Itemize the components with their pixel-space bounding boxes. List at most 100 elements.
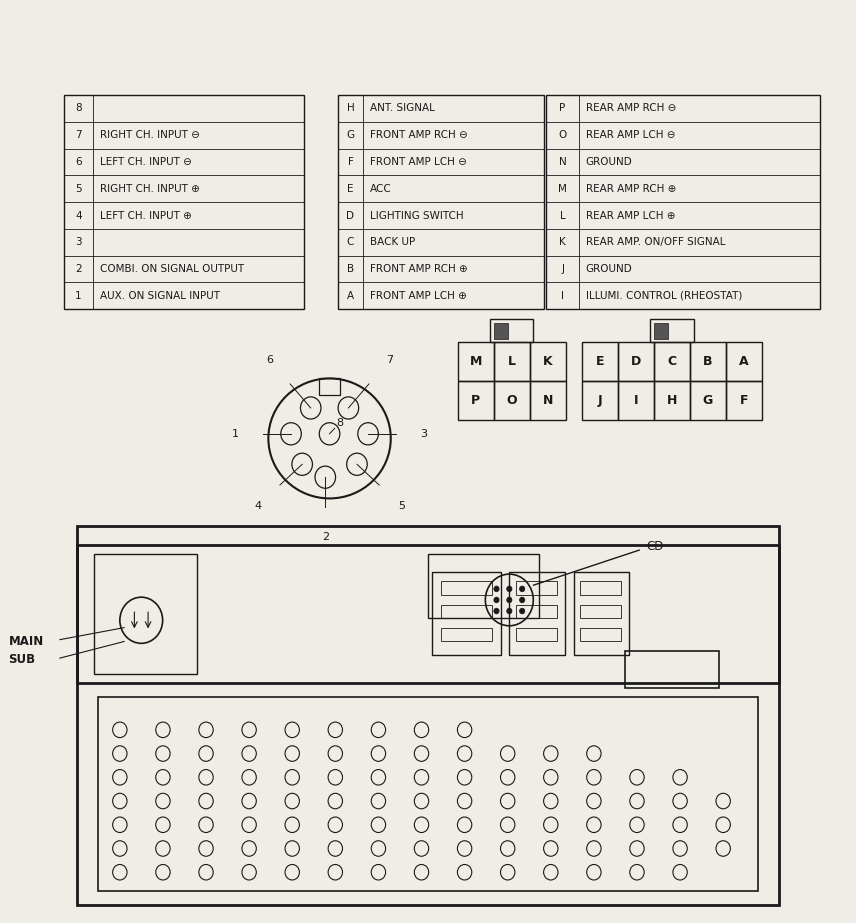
Bar (458, 381, 494, 420)
Text: F: F (740, 394, 748, 407)
Text: 1: 1 (232, 429, 239, 438)
Text: 8: 8 (75, 103, 82, 114)
Bar (530, 342, 566, 381)
Text: MAIN: MAIN (9, 635, 44, 648)
Text: RIGHT CH. INPUT ⊕: RIGHT CH. INPUT ⊕ (100, 184, 199, 194)
Bar (319, 378, 340, 395)
Bar (580, 581, 621, 595)
Bar (494, 381, 530, 420)
Text: 8: 8 (336, 418, 343, 427)
Text: B: B (347, 264, 354, 274)
Text: GROUND: GROUND (586, 264, 633, 274)
Bar (458, 342, 494, 381)
Text: FRONT AMP RCH ⊖: FRONT AMP RCH ⊖ (370, 130, 467, 140)
Text: G: G (703, 394, 713, 407)
Bar (582, 381, 618, 420)
Bar (516, 605, 557, 618)
Bar (690, 342, 726, 381)
Bar (516, 581, 557, 595)
Bar (494, 323, 508, 339)
Bar (64, 95, 304, 309)
Bar (580, 628, 621, 641)
Text: RIGHT CH. INPUT ⊖: RIGHT CH. INPUT ⊖ (100, 130, 199, 140)
Bar (625, 651, 719, 688)
Text: C: C (347, 237, 354, 247)
Text: 5: 5 (398, 501, 405, 510)
Bar (441, 581, 492, 595)
Bar (338, 95, 544, 309)
Text: 4: 4 (75, 210, 82, 221)
Text: G: G (347, 130, 354, 140)
Bar (546, 95, 820, 309)
Text: K: K (559, 237, 566, 247)
Text: ILLUMI. CONTROL (RHEOSTAT): ILLUMI. CONTROL (RHEOSTAT) (586, 291, 742, 301)
Text: F: F (348, 157, 354, 167)
Text: FRONT AMP LCH ⊖: FRONT AMP LCH ⊖ (370, 157, 467, 167)
Bar (651, 319, 693, 342)
Text: D: D (631, 355, 641, 368)
Bar (574, 572, 629, 655)
Text: K: K (543, 355, 553, 368)
Text: LEFT CH. INPUT ⊕: LEFT CH. INPUT ⊕ (100, 210, 192, 221)
Text: D: D (347, 210, 354, 221)
Text: J: J (561, 264, 564, 274)
Circle shape (494, 597, 499, 603)
Text: REAR AMP LCH ⊖: REAR AMP LCH ⊖ (586, 130, 675, 140)
Text: GROUND: GROUND (586, 157, 633, 167)
Text: M: M (558, 184, 567, 194)
Text: L: L (560, 210, 566, 221)
Bar (654, 323, 669, 339)
Text: H: H (347, 103, 354, 114)
Text: E: E (596, 355, 604, 368)
Text: 7: 7 (386, 355, 393, 365)
Text: H: H (667, 394, 677, 407)
Text: 7: 7 (75, 130, 82, 140)
Text: M: M (470, 355, 482, 368)
Text: I: I (633, 394, 639, 407)
Text: REAR AMP RCH ⊕: REAR AMP RCH ⊕ (586, 184, 676, 194)
Bar (726, 342, 762, 381)
Text: CD: CD (646, 540, 663, 553)
Text: 5: 5 (75, 184, 82, 194)
Bar (94, 554, 197, 674)
Text: N: N (543, 394, 553, 407)
Circle shape (494, 586, 499, 592)
Circle shape (507, 608, 512, 614)
Bar (428, 554, 539, 618)
Text: FRONT AMP LCH ⊕: FRONT AMP LCH ⊕ (370, 291, 467, 301)
Bar (690, 381, 726, 420)
Text: 2: 2 (322, 533, 329, 542)
Text: P: P (560, 103, 566, 114)
Text: SUB: SUB (9, 653, 36, 666)
Bar (432, 572, 501, 655)
Text: BACK UP: BACK UP (370, 237, 415, 247)
Text: 1: 1 (75, 291, 82, 301)
Text: 6: 6 (75, 157, 82, 167)
Bar (77, 545, 779, 683)
Bar (441, 628, 492, 641)
Text: N: N (559, 157, 567, 167)
Text: E: E (348, 184, 354, 194)
Bar (582, 342, 618, 381)
Text: L: L (508, 355, 516, 368)
Bar (654, 342, 690, 381)
Circle shape (520, 597, 525, 603)
Bar (580, 605, 621, 618)
Text: C: C (668, 355, 676, 368)
Text: AUX. ON SIGNAL INPUT: AUX. ON SIGNAL INPUT (100, 291, 220, 301)
Text: REAR AMP. ON/OFF SIGNAL: REAR AMP. ON/OFF SIGNAL (586, 237, 725, 247)
Bar (618, 342, 654, 381)
Text: 2: 2 (75, 264, 82, 274)
Bar (618, 381, 654, 420)
Bar (98, 697, 758, 891)
Text: 3: 3 (420, 429, 427, 438)
Text: LEFT CH. INPUT ⊖: LEFT CH. INPUT ⊖ (100, 157, 192, 167)
Circle shape (520, 608, 525, 614)
Text: 3: 3 (75, 237, 82, 247)
Bar (530, 381, 566, 420)
Bar (441, 605, 492, 618)
Bar (494, 342, 530, 381)
Text: ANT. SIGNAL: ANT. SIGNAL (370, 103, 435, 114)
Text: B: B (703, 355, 713, 368)
Bar (726, 381, 762, 420)
